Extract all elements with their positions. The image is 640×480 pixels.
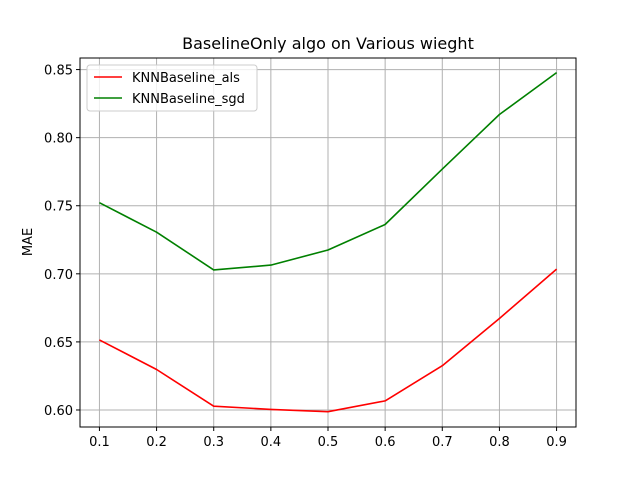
- legend: KNNBaseline_als KNNBaseline_sgd: [86, 64, 258, 112]
- x-tick-label: 0.3: [203, 435, 224, 450]
- x-tick-label: 0.8: [489, 435, 510, 450]
- series-lines: [99, 71, 558, 413]
- x-tick-label: 0.7: [432, 435, 453, 450]
- series-line-KNNBaseline_als: [99, 268, 558, 413]
- x-tick-label: 0.6: [375, 435, 396, 450]
- legend-label: KNNBaseline_als: [132, 71, 240, 86]
- series-line-KNNBaseline_sgd: [99, 71, 558, 271]
- y-axis: 0.60 0.65 0.70 0.75 0.80 0.85: [44, 64, 80, 419]
- x-tick-label: 0.4: [261, 435, 282, 450]
- x-tick-label: 0.5: [318, 435, 339, 450]
- y-tick-label: 0.85: [44, 64, 73, 79]
- x-axis: 0.1 0.2 0.3 0.4 0.5 0.6 0.7 0.8 0.9: [89, 427, 567, 450]
- legend-label: KNNBaseline_sgd: [132, 92, 245, 107]
- y-tick-label: 0.80: [44, 132, 73, 147]
- y-axis-label: MAE: [21, 228, 36, 256]
- legend-box: [86, 64, 258, 112]
- y-tick-label: 0.70: [44, 268, 73, 283]
- x-tick-label: 0.1: [89, 435, 110, 450]
- x-tick-label: 0.2: [146, 435, 167, 450]
- y-tick-label: 0.75: [44, 200, 73, 215]
- y-tick-label: 0.65: [44, 336, 73, 351]
- y-tick-label: 0.60: [44, 404, 73, 419]
- x-tick-label: 0.9: [546, 435, 567, 450]
- chart-title: BaselineOnly algo on Various wieght: [182, 34, 474, 53]
- grid-lines: [80, 58, 576, 427]
